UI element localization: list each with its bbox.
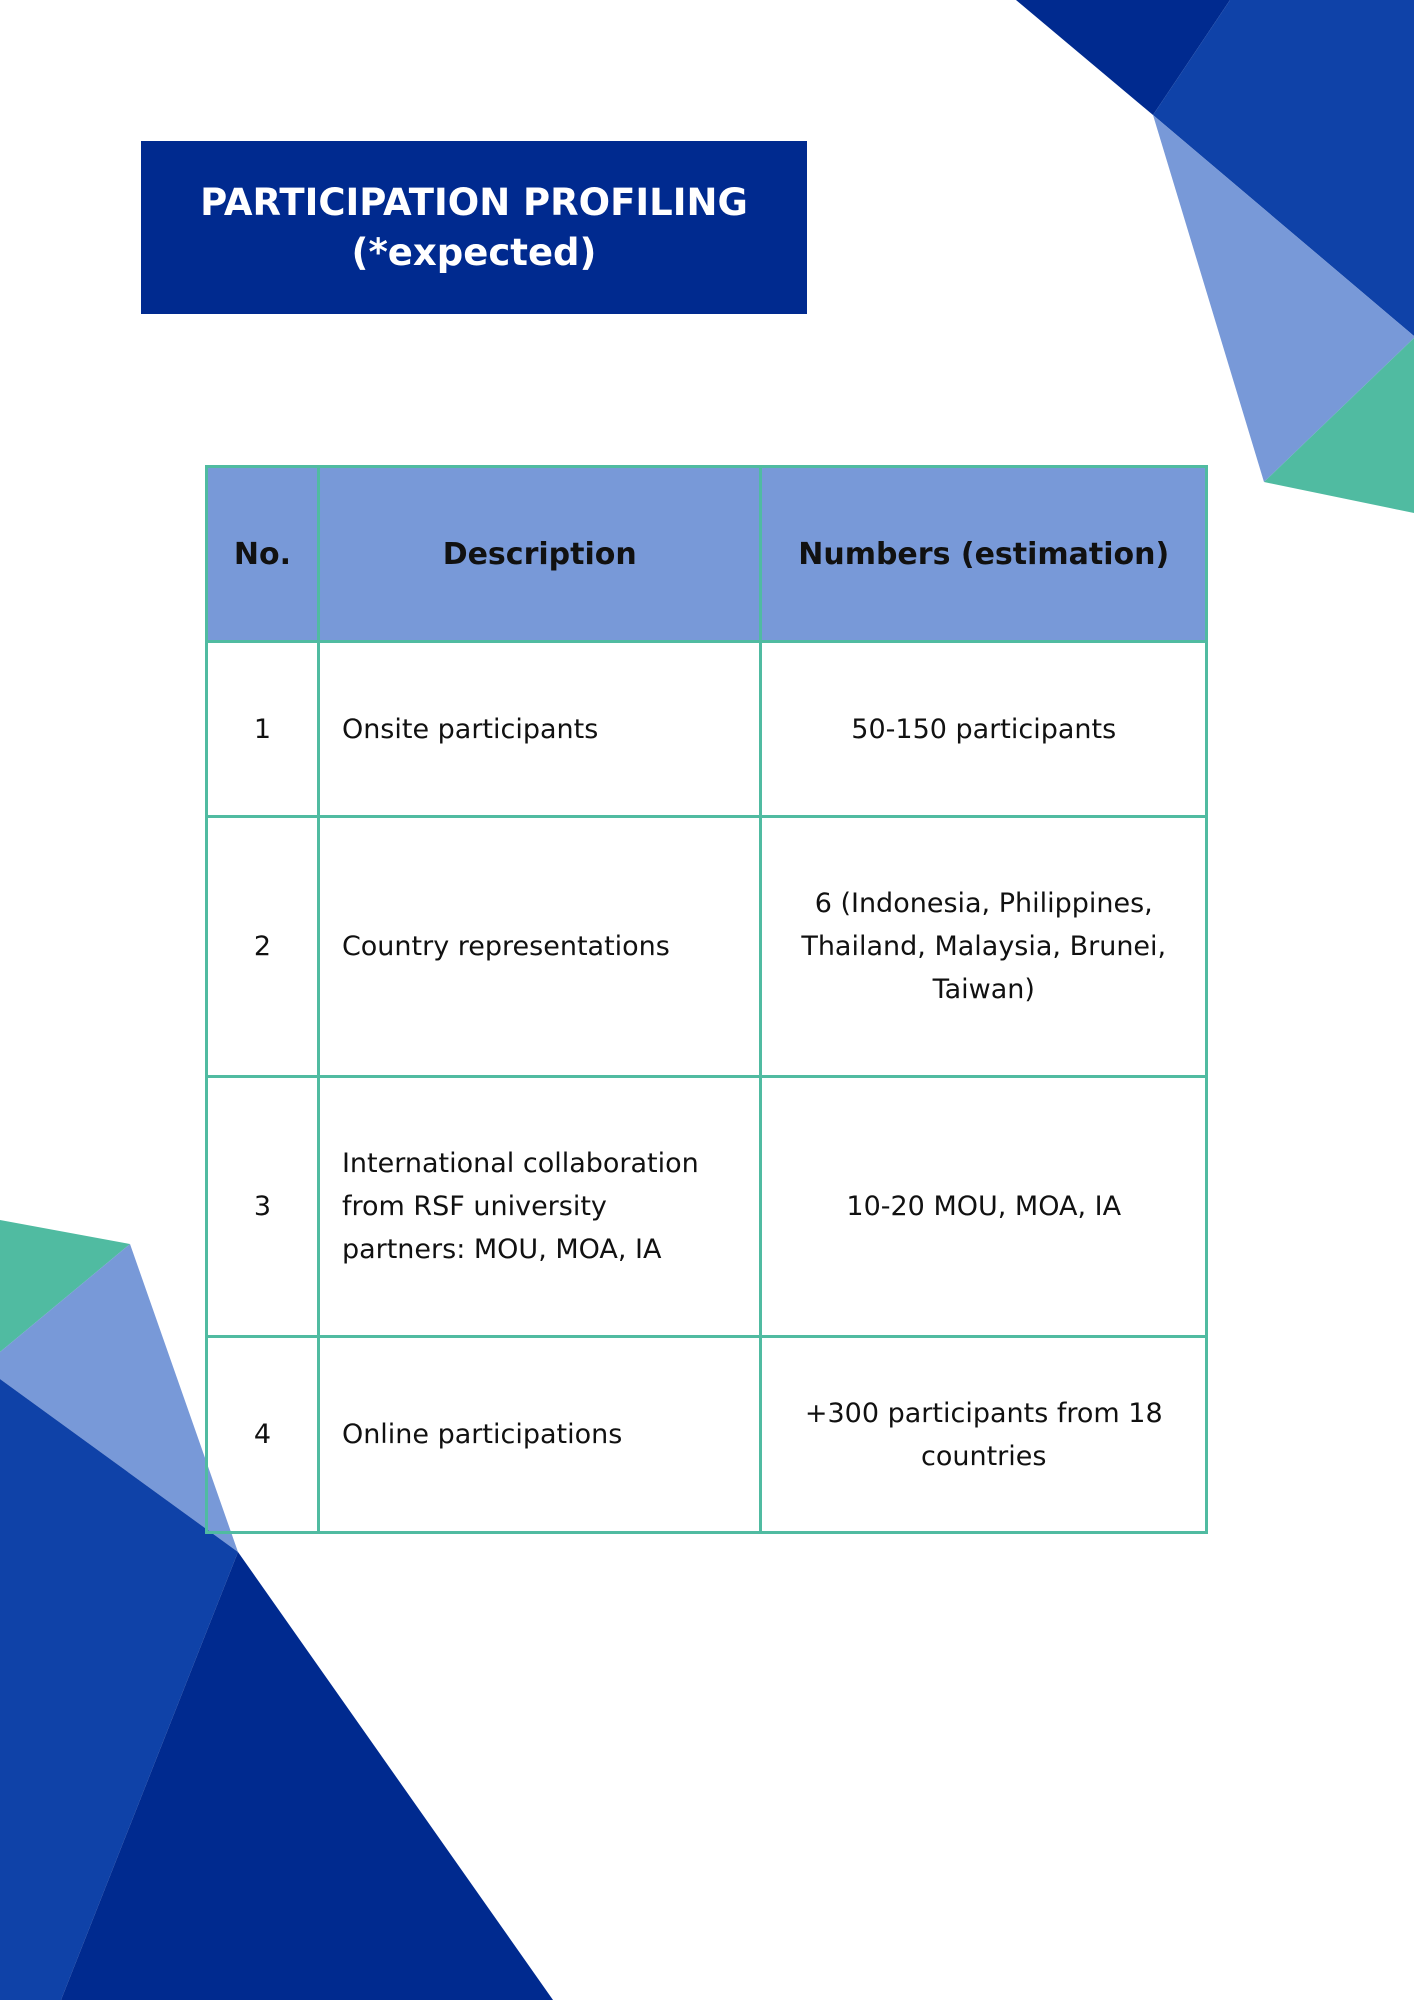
bottom-left-blue-shape [0,1379,238,2000]
bottom-left-navy-triangle [61,1552,553,2000]
table-row: 3 International collaboration from RSF u… [205,1075,1208,1338]
participation-table: No. Description Numbers (estimation) 1 O… [205,465,1208,1534]
cell-numbers: +300 participants from 18 countries [759,1335,1208,1534]
cell-description: International collaboration from RSF uni… [316,1075,763,1338]
top-right-light-blue-shape [1153,115,1414,482]
cell-description: Country representations [316,815,763,1078]
title-line-1: PARTICIPATION PROFILING [200,180,748,224]
cell-description: Online participations [316,1335,763,1534]
title-line-2: (*expected) [351,230,597,274]
header-no: No. [205,465,320,643]
page-title: PARTICIPATION PROFILING (*expected) [141,141,807,314]
cell-no: 1 [205,640,320,818]
top-right-blue-shape [1153,0,1414,336]
table-header-row: No. Description Numbers (estimation) [205,465,1208,643]
bottom-left-green-triangle [0,1220,130,1352]
cell-numbers: 6 (Indonesia, Philippines, Thailand, Mal… [759,815,1208,1078]
header-description: Description [316,465,763,643]
table-row: 1 Onsite participants 50-150 participant… [205,640,1208,818]
header-numbers: Numbers (estimation) [759,465,1208,643]
cell-numbers: 10-20 MOU, MOA, IA [759,1075,1208,1338]
cell-numbers: 50-150 participants [759,640,1208,818]
cell-no: 4 [205,1335,320,1534]
top-right-green-triangle [1264,338,1414,513]
table-row: 2 Country representations 6 (Indonesia, … [205,815,1208,1078]
top-right-navy-triangle [1016,0,1230,115]
cell-no: 3 [205,1075,320,1338]
table-row: 4 Online participations +300 participant… [205,1335,1208,1534]
bottom-left-light-blue-shape [0,1244,238,1552]
cell-description: Onsite participants [316,640,763,818]
cell-no: 2 [205,815,320,1078]
